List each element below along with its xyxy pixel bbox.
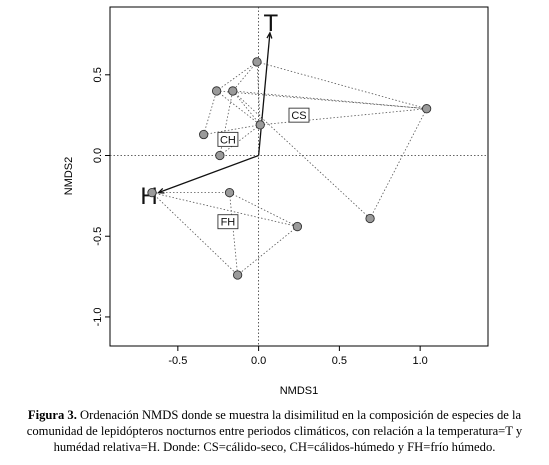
site-point-7: [147, 187, 157, 198]
caption-text: Ordenación NMDS donde se muestra la disi…: [26, 408, 523, 454]
link-3: [256, 61, 427, 110]
link-19: [237, 226, 298, 276]
group-box-fh: [217, 214, 239, 230]
link-12: [219, 124, 261, 156]
link-1: [232, 61, 258, 92]
x-tick-label-2: 0.5: [332, 355, 347, 367]
link-0: [216, 61, 258, 92]
link-20: [151, 192, 238, 276]
site-point-9: [365, 213, 375, 224]
x-tick-label-0: -0.5: [168, 355, 187, 367]
group-label-cs: CS: [291, 110, 306, 122]
vector-t: [257, 32, 271, 156]
link-7: [232, 90, 261, 126]
site-points: [147, 57, 432, 280]
site-point-4: [199, 129, 209, 140]
y-tick-label-0: -1.0: [92, 307, 104, 326]
vector-h: [158, 154, 259, 194]
vector-arrowhead-h: [156, 187, 165, 194]
group-box-ch: [217, 131, 239, 147]
site-point-3: [421, 104, 432, 114]
group-box-cs: [288, 107, 310, 123]
link-5: [216, 90, 427, 110]
link-11: [203, 124, 261, 135]
link-6: [232, 90, 427, 110]
vector-label-t: T: [264, 10, 279, 37]
link-17: [229, 192, 298, 227]
x-tick-label-3: 1.0: [413, 355, 428, 367]
x-axis-label: NMDS1: [280, 385, 319, 397]
site-point-1: [211, 86, 222, 96]
site-point-11: [232, 270, 243, 280]
y-axis: -1.0 -0.5 0.0 0.5: [92, 67, 110, 326]
group-label-ch: CH: [220, 134, 236, 146]
y-tick-label-2: 0.0: [92, 148, 104, 163]
figure-caption: Figura 3. Ordenación NMDS donde se muest…: [4, 407, 545, 455]
spider-links: [151, 61, 427, 276]
group-labels: CS CH FH: [217, 107, 310, 230]
env-vectors: TH: [140, 10, 278, 210]
link-16: [151, 192, 298, 227]
caption-figure-label: Figura 3.: [27, 408, 77, 422]
plot-frame: [109, 6, 489, 347]
link-13: [203, 90, 217, 135]
x-axis: -0.5 0.0 0.5 1.0: [168, 346, 428, 367]
link-4: [216, 90, 261, 126]
site-point-5: [255, 120, 265, 130]
y-axis-label: NMDS2: [63, 157, 75, 196]
site-point-10: [292, 221, 303, 232]
site-point-6: [215, 150, 225, 161]
vector-label-h: H: [140, 183, 157, 210]
site-point-0: [252, 57, 262, 67]
y-tick-label-1: -0.5: [92, 227, 104, 246]
link-9: [369, 108, 427, 219]
y-tick-label-3: 0.5: [92, 67, 104, 82]
vector-arrowhead-t: [266, 31, 273, 39]
site-point-2: [228, 86, 238, 96]
x-tick-label-1: 0.0: [251, 355, 266, 367]
site-point-8: [224, 187, 235, 198]
group-label-fh: FH: [221, 217, 236, 229]
